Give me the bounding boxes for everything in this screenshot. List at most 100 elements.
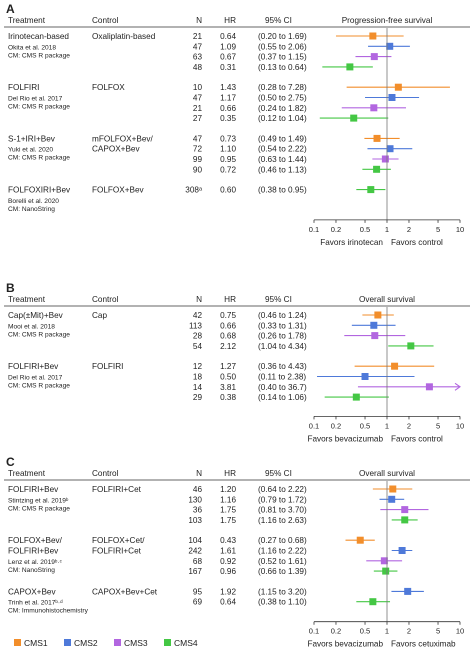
row-hr: 0.66 [220, 321, 236, 330]
hr-marker [386, 145, 394, 153]
row-ci: (0.38 to 1.10) [258, 598, 307, 607]
row-ci: (0.54 to 2.22) [258, 145, 307, 154]
group-study: Yuki et al. 2020 [8, 147, 53, 154]
legend-swatch [164, 639, 171, 646]
row-n: 308ᵃ [185, 186, 203, 195]
group-control: FOLFOX+Cet/ [92, 536, 145, 545]
row-ci: (0.50 to 2.75) [258, 94, 307, 103]
hr-marker [401, 516, 409, 524]
x-tick-label: 2 [407, 225, 411, 234]
row-hr: 1.17 [220, 94, 236, 103]
hr-marker [346, 63, 354, 71]
row-hr: 0.68 [220, 332, 236, 341]
panel-label-C: C [6, 455, 15, 469]
group-cm-method: CM: NanoString [8, 206, 55, 213]
row-n: 68 [193, 557, 203, 566]
hr-marker [367, 186, 375, 194]
hr-marker [404, 587, 412, 595]
x-tick-label: 10 [456, 421, 464, 430]
legend-label: CMS3 [124, 638, 148, 648]
legend-label: CMS2 [74, 638, 98, 648]
x-tick-label: 1 [385, 225, 389, 234]
row-n: 90 [193, 165, 203, 174]
row-hr: 0.64 [220, 32, 236, 41]
row-n: 99 [193, 155, 203, 164]
row-n: 18 [193, 373, 203, 382]
hr-marker [352, 393, 360, 401]
legend-swatch [64, 639, 71, 646]
x-tick-label: 10 [456, 225, 464, 234]
group-treatment: FOLFIRI+Bev [8, 485, 59, 494]
row-n: 48 [193, 63, 203, 72]
hr-marker [381, 155, 389, 163]
group-cm-method: CM: CMS R package [8, 155, 70, 162]
legend-swatch [114, 639, 121, 646]
header-ci: 95% CI [265, 295, 292, 304]
row-hr: 1.09 [220, 42, 236, 51]
x-tick-label: 0.1 [309, 627, 319, 636]
hr-marker [391, 362, 399, 370]
hr-marker [407, 342, 415, 350]
hr-marker [370, 104, 378, 112]
hr-marker [373, 134, 381, 142]
favors-right-label: Favors control [391, 238, 443, 247]
group-study: Mooi et al. 2018 [8, 323, 55, 330]
row-ci: (0.11 to 2.38) [258, 373, 306, 382]
group-cm-method: CM: CMS R package [8, 331, 70, 338]
group-treatment-line2: FOLFIRI+Bev [8, 547, 59, 556]
favors-left-label: Favors irinotecan [320, 238, 383, 247]
row-hr: 0.72 [220, 165, 236, 174]
row-ci: (0.28 to 7.28) [258, 83, 307, 92]
group-treatment: FOLFOXIRI+Bev [8, 186, 71, 195]
row-ci: (1.16 to 2.22) [258, 547, 307, 556]
x-tick-label: 1 [385, 421, 389, 430]
x-tick-label: 0.1 [309, 421, 319, 430]
row-ci: (0.52 to 1.61) [258, 557, 307, 566]
row-hr: 0.66 [220, 104, 236, 113]
favors-left-label: Favors bevacizumab [307, 434, 383, 443]
group-control: Oxaliplatin-based [92, 32, 156, 41]
row-ci: (0.46 to 1.24) [258, 311, 307, 320]
row-hr: 0.50 [220, 373, 236, 382]
hr-marker [401, 506, 409, 514]
row-n: 54 [193, 342, 203, 351]
x-tick-label: 0.5 [360, 421, 370, 430]
group-study: Del Rio et al. 2017 [8, 375, 63, 382]
row-hr: 0.43 [220, 536, 236, 545]
x-tick-label: 2 [407, 421, 411, 430]
x-tick-label: 0.5 [360, 627, 370, 636]
header-control: Control [92, 16, 119, 25]
row-n: 47 [193, 42, 203, 51]
header-ci: 95% CI [265, 16, 292, 25]
row-hr: 0.60 [220, 186, 236, 195]
group-control-line2: CAPOX+Bev [92, 145, 140, 154]
header-control: Control [92, 469, 119, 478]
row-hr: 0.95 [220, 155, 236, 164]
x-tick-label: 5 [436, 421, 440, 430]
hr-marker [371, 332, 379, 340]
row-ci: (0.27 to 0.68) [258, 536, 307, 545]
row-hr: 0.35 [220, 114, 236, 123]
hr-marker [380, 557, 388, 565]
group-treatment: FOLFIRI+Bev [8, 362, 59, 371]
x-tick-label: 0.5 [360, 225, 370, 234]
group-control: FOLFOX [92, 83, 125, 92]
x-tick-label: 5 [436, 225, 440, 234]
row-ci: (0.46 to 1.13) [258, 165, 307, 174]
plot-title: Overall survival [359, 295, 415, 304]
group-study: Lenz et al. 2019ᵇ·ᶜ [8, 559, 63, 566]
row-ci: (0.38 to 0.95) [258, 186, 307, 195]
hr-marker [369, 32, 377, 40]
row-hr: 0.75 [220, 311, 236, 320]
group-treatment: S-1+IRI+Bev [8, 134, 56, 143]
row-ci: (1.04 to 4.34) [258, 342, 307, 351]
row-n: 113 [189, 321, 202, 330]
panel-label-A: A [6, 2, 15, 16]
row-n: 242 [188, 547, 202, 556]
hr-marker [398, 547, 406, 554]
group-cm-method: CM: Immunohistochemistry [8, 608, 89, 615]
legend-label: CMS1 [24, 638, 48, 648]
x-tick-label: 5 [436, 627, 440, 636]
row-hr: 1.61 [220, 547, 236, 556]
